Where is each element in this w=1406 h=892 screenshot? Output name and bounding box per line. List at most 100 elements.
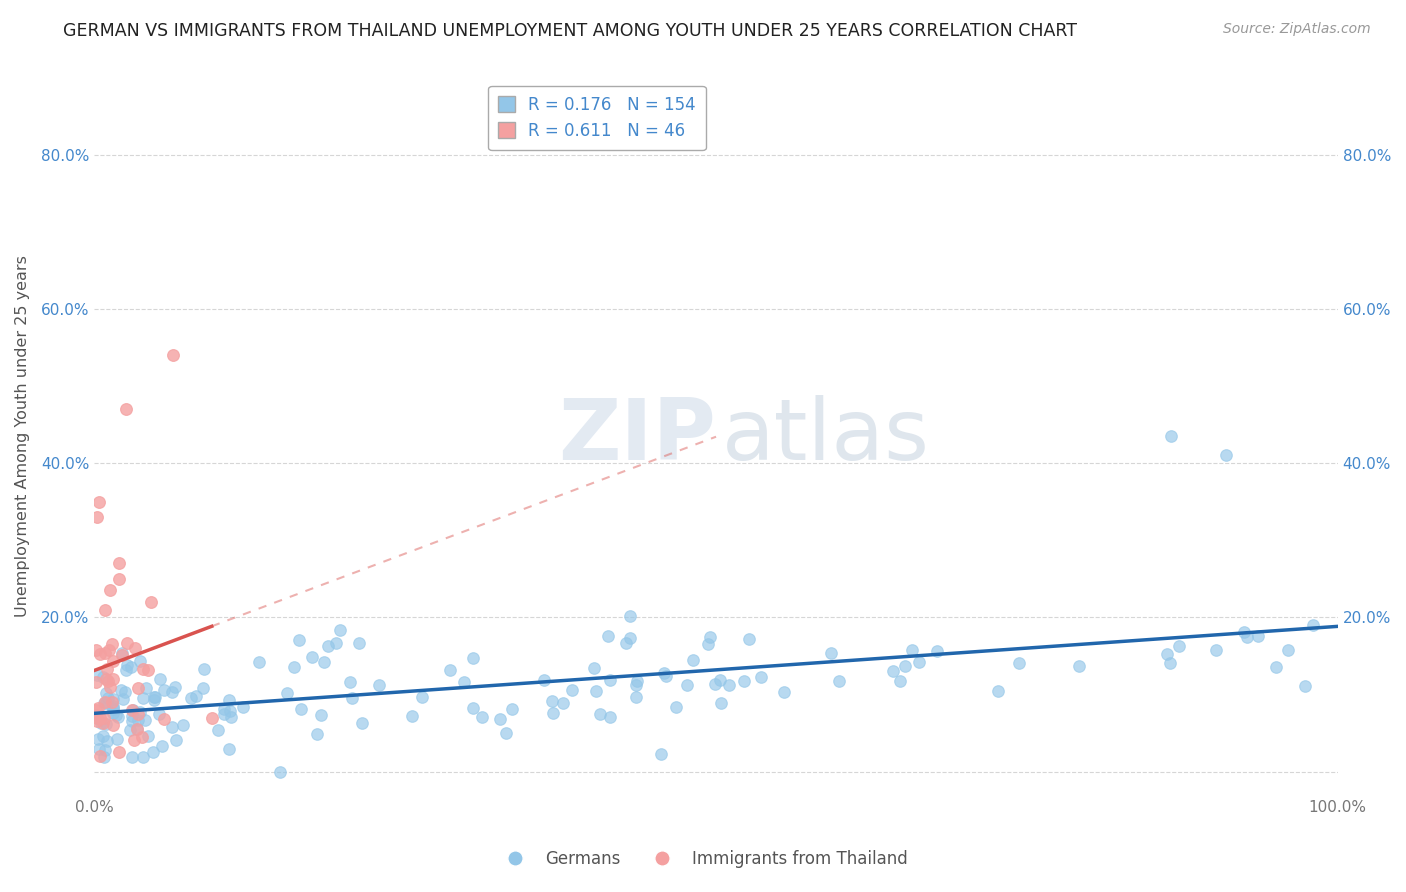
Point <box>733 674 755 689</box>
Point <box>305 727 328 741</box>
Point <box>105 708 128 723</box>
Legend: Germans, Immigrants from Thailand: Germans, Immigrants from Thailand <box>492 844 914 875</box>
Point <box>91 716 114 731</box>
Point <box>97 643 120 657</box>
Point <box>91 729 114 743</box>
Point <box>100 695 122 709</box>
Point <box>1302 617 1324 632</box>
Point <box>115 657 138 672</box>
Point <box>675 678 697 692</box>
Point <box>901 643 924 657</box>
Point <box>309 708 332 723</box>
Point <box>312 656 335 670</box>
Point <box>87 741 110 756</box>
Point <box>165 680 187 694</box>
Point <box>93 646 115 660</box>
Point <box>1236 630 1258 644</box>
Point <box>134 713 156 727</box>
Point <box>121 703 143 717</box>
Point <box>153 683 176 698</box>
Point <box>142 690 165 705</box>
Point <box>894 659 917 673</box>
Point <box>127 706 149 721</box>
Point <box>207 723 229 737</box>
Point <box>131 662 153 676</box>
Point <box>347 636 370 650</box>
Point <box>624 678 647 692</box>
Point <box>201 711 224 725</box>
Point <box>987 684 1010 698</box>
Point <box>84 703 107 717</box>
Point <box>101 692 124 706</box>
Point <box>111 646 134 660</box>
Point <box>599 710 621 724</box>
Point <box>89 494 111 508</box>
Point <box>107 710 129 724</box>
Point <box>1215 448 1237 462</box>
Point <box>115 635 138 649</box>
Point <box>463 700 485 714</box>
Point <box>925 644 948 658</box>
Point <box>129 705 152 719</box>
Point <box>212 702 235 716</box>
Point <box>101 654 124 668</box>
Point <box>98 680 121 694</box>
Point <box>352 715 374 730</box>
Point <box>553 696 575 710</box>
Point <box>749 670 772 684</box>
Point <box>86 510 108 524</box>
Point <box>86 711 108 725</box>
Point <box>103 718 125 732</box>
Point <box>1277 643 1299 657</box>
Point <box>108 745 131 759</box>
Point <box>1160 429 1182 443</box>
Point <box>143 693 166 707</box>
Point <box>585 684 607 698</box>
Point <box>89 749 111 764</box>
Point <box>118 723 141 738</box>
Point <box>193 662 215 676</box>
Point <box>340 691 363 706</box>
Point <box>149 673 172 687</box>
Point <box>247 656 270 670</box>
Point <box>139 595 162 609</box>
Point <box>589 707 612 722</box>
Point <box>111 691 134 706</box>
Text: GERMAN VS IMMIGRANTS FROM THAILAND UNEMPLOYMENT AMONG YOUTH UNDER 25 YEARS CORRE: GERMAN VS IMMIGRANTS FROM THAILAND UNEMP… <box>63 22 1077 40</box>
Point <box>697 637 720 651</box>
Point <box>93 711 115 725</box>
Point <box>110 683 132 698</box>
Point <box>1159 656 1181 670</box>
Point <box>132 690 155 705</box>
Point <box>101 698 124 713</box>
Legend: R = 0.176   N = 154, R = 0.611   N = 46: R = 0.176 N = 154, R = 0.611 N = 46 <box>488 86 706 150</box>
Point <box>186 690 208 704</box>
Point <box>121 703 143 717</box>
Point <box>162 348 184 362</box>
Point <box>94 686 117 700</box>
Point <box>153 712 176 726</box>
Point <box>105 732 128 747</box>
Point <box>411 690 433 704</box>
Point <box>1156 647 1178 661</box>
Point <box>820 646 842 660</box>
Point <box>121 714 143 729</box>
Point <box>461 651 484 665</box>
Point <box>127 713 149 727</box>
Point <box>136 663 159 677</box>
Point <box>889 674 911 689</box>
Point <box>103 702 125 716</box>
Point <box>165 733 187 747</box>
Point <box>108 572 131 586</box>
Point <box>84 708 107 723</box>
Point <box>453 674 475 689</box>
Point <box>143 690 166 704</box>
Point <box>122 732 145 747</box>
Point <box>1205 643 1227 657</box>
Point <box>131 730 153 744</box>
Point <box>339 675 361 690</box>
Point <box>439 663 461 677</box>
Point <box>582 661 605 675</box>
Point <box>325 636 347 650</box>
Point <box>368 678 391 692</box>
